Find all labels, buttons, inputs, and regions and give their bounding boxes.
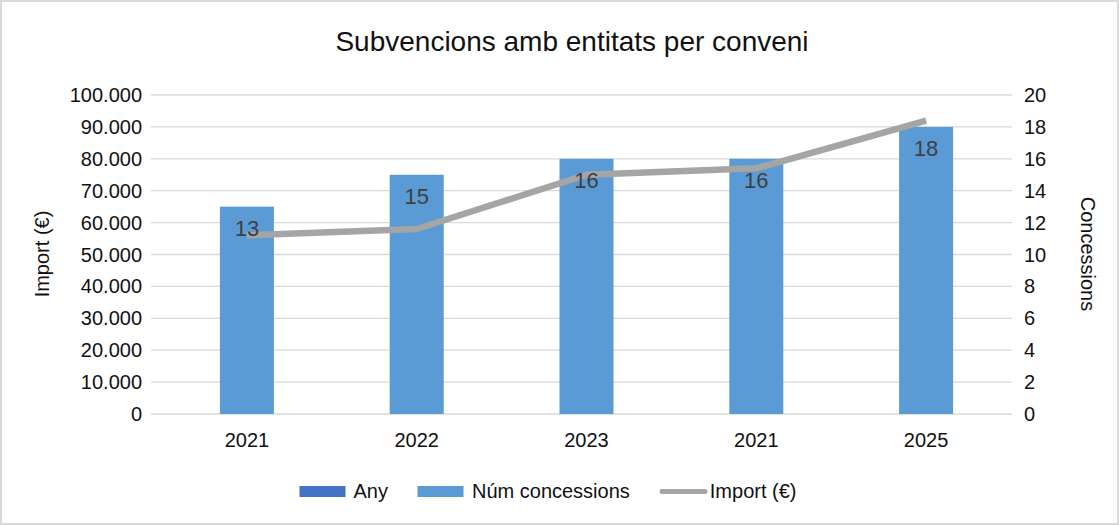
bar-num-concessions: [899, 127, 953, 414]
y-axis-tick-label-right: 12: [1024, 212, 1046, 234]
bar-data-label: 18: [914, 136, 938, 161]
x-axis-label: 2025: [904, 429, 949, 451]
import-line-swatch-icon: [660, 489, 708, 494]
y-axis-tick-label-right: 8: [1024, 275, 1035, 297]
y-axis-tick-label-left: 40.000: [81, 275, 142, 297]
legend-label-import: Import (€): [710, 480, 797, 503]
bar-data-label: 13: [235, 216, 259, 241]
plot-area: 100.0002090.0001880.0001670.0001460.0001…: [2, 2, 1119, 525]
y-axis-tick-label-right: 20: [1024, 84, 1046, 106]
chart-canvas: Subvencions amb entitats per conveni 100…: [0, 0, 1119, 525]
y-axis-tick-label-right: 6: [1024, 307, 1035, 329]
bar-data-label: 16: [744, 168, 768, 193]
bar-num-concessions: [560, 159, 614, 414]
y-axis-tick-label-right: 18: [1024, 116, 1046, 138]
y-axis-tick-label-right: 4: [1024, 339, 1035, 361]
legend-label-any: Any: [354, 480, 388, 503]
x-axis-label: 2022: [394, 429, 439, 451]
y-axis-tick-label-left: 50.000: [81, 244, 142, 266]
chart-legend: Any Núm concessions Import (€): [300, 480, 797, 503]
bar-num-concessions: [729, 159, 783, 414]
y-axis-tick-label-left: 0: [131, 403, 142, 425]
bar-data-label: 15: [404, 184, 428, 209]
y-axis-tick-label-left: 70.000: [81, 180, 142, 202]
x-axis-label: 2021: [225, 429, 270, 451]
y-axis-tick-label-left: 10.000: [81, 371, 142, 393]
y-axis-tick-label-left: 100.000: [70, 84, 142, 106]
x-axis-label: 2021: [734, 429, 779, 451]
y-axis-tick-label-left: 60.000: [81, 212, 142, 234]
y-axis-tick-label-left: 80.000: [81, 148, 142, 170]
y-axis-tick-label-right: 10: [1024, 244, 1046, 266]
bar-num-concessions: [390, 175, 444, 414]
legend-label-num-concessions: Núm concessions: [472, 480, 630, 503]
y-axis-tick-label-right: 0: [1024, 403, 1035, 425]
legend-item-any: Any: [300, 480, 388, 503]
x-axis-label: 2023: [564, 429, 609, 451]
y-axis-tick-label-left: 20.000: [81, 339, 142, 361]
y-axis-tick-label-right: 2: [1024, 371, 1035, 393]
y-axis-tick-label-left: 90.000: [81, 116, 142, 138]
concessions-series-swatch-icon: [418, 486, 464, 497]
legend-item-num-concessions: Núm concessions: [418, 480, 630, 503]
any-series-swatch-icon: [300, 486, 346, 497]
right-axis-title: Concessions: [1076, 197, 1099, 312]
legend-item-import: Import (€): [660, 480, 797, 503]
y-axis-tick-label-right: 16: [1024, 148, 1046, 170]
y-axis-tick-label-right: 14: [1024, 180, 1046, 202]
left-axis-title: Import (€): [31, 211, 54, 298]
y-axis-tick-label-left: 30.000: [81, 307, 142, 329]
bar-data-label: 16: [574, 168, 598, 193]
